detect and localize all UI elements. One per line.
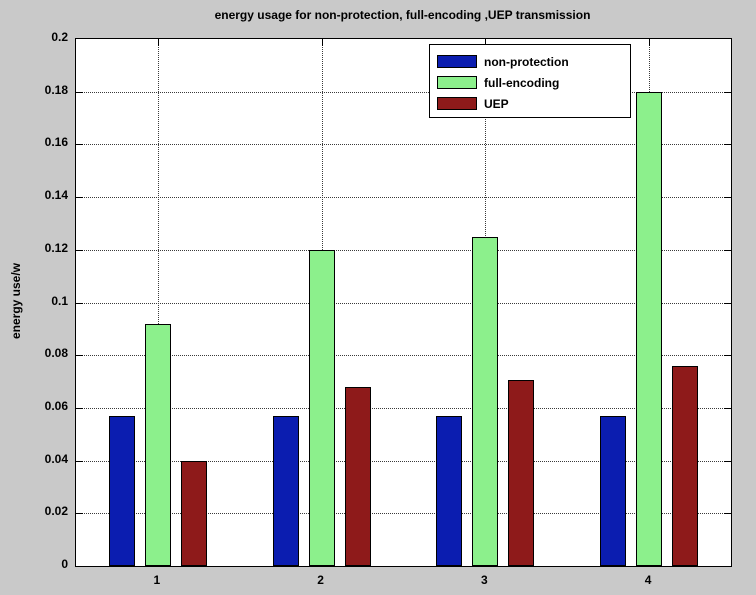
legend-label: full-encoding (484, 75, 560, 90)
bar-non-protection (436, 416, 463, 566)
bar-full-encoding (636, 92, 663, 566)
plot-area (75, 38, 732, 567)
axis-tick-right (724, 355, 731, 357)
axis-tick-right (724, 407, 731, 409)
y-tick-label: 0 (61, 557, 68, 571)
bar-full-encoding (308, 250, 335, 566)
axis-tick-right (724, 197, 731, 199)
bar-UEP (672, 366, 699, 566)
x-tick-label: 3 (481, 573, 488, 587)
axis-tick-top (649, 39, 651, 46)
axis-tick-left (76, 407, 83, 409)
y-tick-label: 0.08 (44, 346, 68, 361)
grid-line-horizontal (76, 407, 731, 409)
axis-tick-right (724, 302, 731, 304)
legend-item: UEP (437, 93, 630, 114)
axis-tick-left (76, 197, 83, 199)
x-tick-label: 4 (644, 573, 652, 587)
y-tick-label: 0.1 (51, 293, 68, 308)
axis-tick-top (321, 39, 323, 46)
legend-label: UEP (484, 96, 509, 111)
legend-swatch-non-protection (437, 55, 477, 68)
axis-tick-right (724, 91, 731, 93)
legend: non-protection full-encoding UEP (429, 44, 631, 118)
grid-line-horizontal (76, 144, 731, 146)
bar-UEP (344, 387, 371, 566)
legend-swatch-full-encoding (437, 76, 477, 89)
grid-line-horizontal (76, 91, 731, 93)
axis-tick-left (76, 460, 83, 462)
y-tick-label: 0.12 (44, 240, 68, 255)
bar-UEP (180, 461, 207, 566)
axis-tick-left (76, 144, 83, 146)
legend-item: non-protection (437, 51, 630, 72)
y-tick-label: 0.2 (51, 30, 68, 44)
bar-non-protection (272, 416, 299, 566)
grid-line-horizontal (76, 355, 731, 357)
grid-line-horizontal (76, 197, 731, 199)
grid-line-horizontal (76, 513, 731, 515)
legend-item: full-encoding (437, 72, 630, 93)
axis-tick-right (724, 249, 731, 251)
bar-full-encoding (472, 237, 499, 566)
y-tick-label: 0.16 (44, 135, 68, 150)
grid-line-vertical (157, 39, 159, 566)
axis-tick-top (485, 39, 487, 46)
grid-line-horizontal (76, 302, 731, 304)
grid-line-horizontal (76, 460, 731, 462)
chart-title: energy usage for non-protection, full-en… (214, 8, 591, 22)
legend-swatch-UEP (437, 97, 477, 110)
legend-label: non-protection (484, 54, 569, 69)
axis-tick-right (724, 513, 731, 515)
axis-tick-left (76, 249, 83, 251)
axis-tick-left (76, 302, 83, 304)
y-tick-label: 0.04 (44, 451, 68, 466)
grid-line-horizontal (76, 249, 731, 251)
y-tick-label: 0.02 (44, 504, 68, 519)
y-tick-label: 0.18 (44, 82, 68, 97)
axis-tick-right (724, 144, 731, 146)
axis-tick-top (157, 39, 159, 46)
x-tick-label: 1 (153, 573, 161, 587)
y-tick-label: 0.06 (44, 398, 68, 413)
bar-non-protection (600, 416, 627, 566)
x-tick-label: 2 (317, 573, 324, 587)
axis-tick-left (76, 355, 83, 357)
axis-tick-left (76, 513, 83, 515)
y-tick-label: 0.14 (44, 188, 68, 203)
bar-UEP (508, 380, 535, 566)
bar-non-protection (108, 416, 135, 566)
bar-full-encoding (144, 324, 171, 566)
axis-tick-right (724, 460, 731, 462)
axis-tick-left (76, 91, 83, 93)
